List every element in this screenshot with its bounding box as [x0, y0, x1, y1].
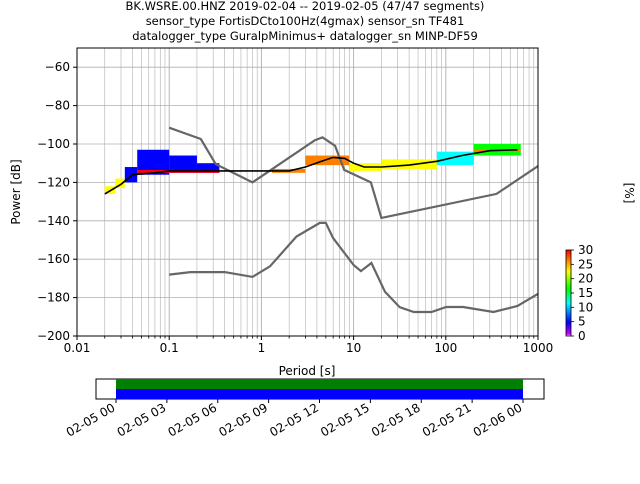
x-tick-label: 0.1	[160, 341, 179, 355]
y-tick-label: −180	[37, 291, 70, 305]
y-tick-label: −200	[37, 329, 70, 343]
histogram-band	[115, 178, 125, 189]
y-tick-label: −60	[45, 60, 70, 74]
new-low-noise-model-line	[169, 221, 539, 314]
colorbar-tick-label: 30	[578, 243, 593, 257]
histogram-band	[169, 155, 197, 173]
y-tick-label: −100	[37, 137, 70, 151]
colorbar-tick-label: 20	[578, 272, 593, 286]
y-tick-label: −140	[37, 214, 70, 228]
title-line-3: datalogger_type GuralpMinimus+ datalogge…	[132, 29, 478, 43]
median-line	[104, 149, 518, 195]
histogram-band	[381, 159, 437, 169]
colorbar-tick-label: 5	[578, 315, 586, 329]
main-plot-frame	[76, 47, 539, 337]
x-tick-label: 1000	[523, 341, 554, 355]
y-tick-label: −80	[45, 99, 70, 113]
x-tick-label: 1	[258, 341, 266, 355]
main-axis-ticks: 0.01 0.1 1 10 100 1000 −60 −80 −100 −120 −140 −160 −…	[37, 60, 553, 355]
colorbar-tick-label: 15	[578, 286, 593, 300]
title-line-2: sensor_type FortisDCto100Hz(4gmax) senso…	[146, 14, 465, 28]
y-axis-label: Power [dB]	[9, 159, 23, 224]
histogram-band	[305, 155, 350, 166]
colorbar-tick-label: 10	[578, 300, 593, 314]
new-high-noise-model-line	[168, 126, 539, 220]
x-axis-label: Period [s]	[279, 364, 336, 378]
coverage-bar-blue	[116, 389, 523, 399]
y-tick-label: −120	[37, 175, 70, 189]
coverage-bar-green	[116, 379, 523, 389]
model-lines	[104, 126, 539, 314]
histogram-band	[196, 163, 220, 173]
x-tick-label: 10	[346, 341, 361, 355]
y-tick-label: −160	[37, 252, 70, 266]
x-tick-label: 100	[434, 341, 457, 355]
colorbar-tick-label: 0	[578, 329, 586, 343]
colorbar-tick-label: 25	[578, 257, 593, 271]
colorbar-label: [%]	[622, 183, 636, 204]
colorbar	[565, 249, 572, 337]
coverage-bars	[116, 379, 523, 399]
x-tick-label: 0.01	[64, 341, 91, 355]
title-line-1: BK.WSRE.00.HNZ 2019-02-04 -- 2019-02-05 …	[126, 0, 485, 13]
